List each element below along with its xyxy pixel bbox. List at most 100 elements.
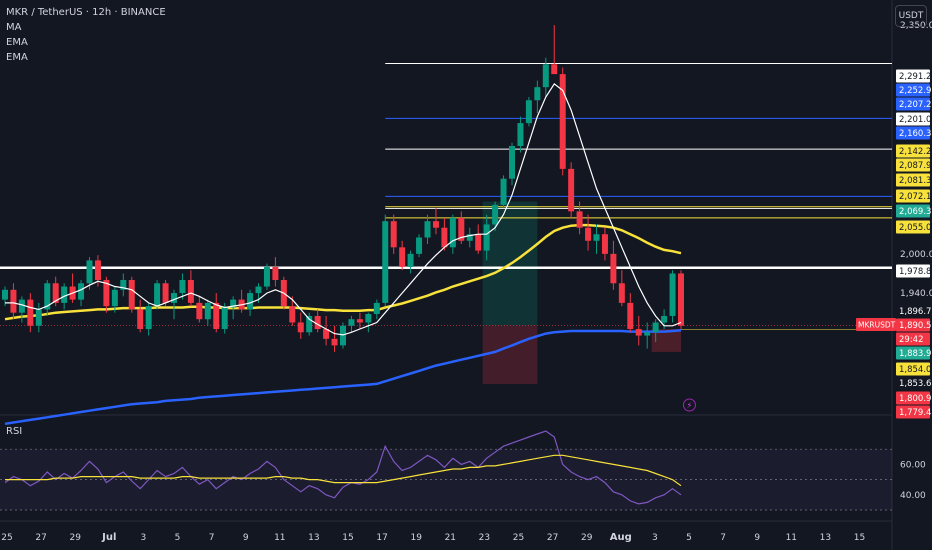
price-tag[interactable] xyxy=(896,97,930,111)
price-tag[interactable] xyxy=(896,405,930,419)
price-tag[interactable] xyxy=(896,346,930,360)
candle-body[interactable] xyxy=(593,234,600,241)
candle-body[interactable] xyxy=(61,286,68,303)
candle-body[interactable] xyxy=(678,273,684,326)
candle-body[interactable] xyxy=(306,315,313,333)
rsi-line[interactable] xyxy=(4,430,682,505)
ma-white-line[interactable] xyxy=(5,83,682,336)
candle-body[interactable] xyxy=(187,280,194,303)
ema-blue-line[interactable] xyxy=(4,329,682,426)
candle-body[interactable] xyxy=(576,211,583,228)
candle-body[interactable] xyxy=(458,217,465,241)
price-pane[interactable]: ⚡ xyxy=(0,0,893,550)
price-axis[interactable]: 2,350.02,000.01,940.060.0040.002,291.22,… xyxy=(856,21,932,501)
candle-body[interactable] xyxy=(35,309,42,326)
candle-body[interactable] xyxy=(382,221,389,303)
candle-body[interactable] xyxy=(492,204,499,225)
candle-body[interactable] xyxy=(466,234,473,241)
candle-body[interactable] xyxy=(340,325,346,346)
candle-body[interactable] xyxy=(390,221,397,248)
candle-body[interactable] xyxy=(365,313,372,323)
price-tag[interactable] xyxy=(896,220,930,234)
candle-body[interactable] xyxy=(517,123,524,146)
candle-body[interactable] xyxy=(128,280,135,310)
rsi-pane[interactable] xyxy=(0,430,892,511)
candle-body[interactable] xyxy=(263,266,270,287)
candle-body[interactable] xyxy=(644,332,651,336)
candle-body[interactable] xyxy=(424,221,431,238)
symbol-tag[interactable] xyxy=(856,318,896,331)
candle-body[interactable] xyxy=(44,283,51,310)
candle-body[interactable] xyxy=(314,315,321,330)
candle-body[interactable] xyxy=(297,322,304,333)
candle-body[interactable] xyxy=(86,260,93,284)
candle-body[interactable] xyxy=(475,234,482,251)
candle-body[interactable] xyxy=(52,283,59,303)
price-tag[interactable] xyxy=(896,332,930,346)
candle-body[interactable] xyxy=(373,302,380,314)
price-tag[interactable] xyxy=(896,144,930,158)
ema-indicator-label-2[interactable]: EMA xyxy=(6,52,28,63)
candle-body[interactable] xyxy=(399,247,406,267)
candle-body[interactable] xyxy=(255,286,262,294)
price-tag[interactable] xyxy=(896,304,930,318)
candle-body[interactable] xyxy=(171,293,177,303)
candle-body[interactable] xyxy=(289,306,296,323)
candle-body[interactable] xyxy=(652,322,659,333)
candle-body[interactable] xyxy=(449,217,456,248)
candle-body[interactable] xyxy=(10,289,17,313)
price-tag[interactable] xyxy=(896,391,930,405)
candle-body[interactable] xyxy=(18,299,25,313)
candle-body[interactable] xyxy=(272,266,279,280)
candle-body[interactable] xyxy=(145,306,152,330)
candle-body[interactable] xyxy=(542,64,549,88)
candle-body[interactable] xyxy=(416,237,423,254)
price-tag[interactable] xyxy=(896,83,930,97)
candle-body[interactable] xyxy=(568,168,575,212)
candle-body[interactable] xyxy=(483,224,490,251)
candle-body[interactable] xyxy=(661,315,668,323)
price-tag[interactable] xyxy=(896,204,930,218)
symbol-title[interactable]: MKR / TetherUS · 12h · BINANCE xyxy=(6,7,166,18)
candle-body[interactable] xyxy=(162,283,169,303)
candle-body[interactable] xyxy=(669,273,676,316)
candle-body[interactable] xyxy=(103,280,110,307)
candle-body[interactable] xyxy=(27,299,34,326)
price-tag[interactable] xyxy=(896,173,930,187)
candle-body[interactable] xyxy=(407,253,414,267)
candle-body[interactable] xyxy=(204,302,211,320)
price-tag[interactable] xyxy=(896,126,930,140)
price-tag[interactable] xyxy=(896,158,930,172)
candle-body[interactable] xyxy=(230,299,237,308)
candle-body[interactable] xyxy=(154,283,161,307)
ema-indicator-label[interactable]: EMA xyxy=(6,37,28,48)
price-tag[interactable] xyxy=(896,264,930,278)
candle-body[interactable] xyxy=(441,227,448,248)
time-axis[interactable]: 25 27 29 Jul 3 5 7 9 11 13 15 17 19 21 23 25 27 29 Aug 3 5 7 9… xyxy=(1,532,865,543)
candle-body[interactable] xyxy=(94,260,101,280)
price-tag[interactable] xyxy=(896,318,930,332)
price-tag[interactable] xyxy=(896,362,930,376)
candle-body[interactable] xyxy=(610,253,617,284)
candle-body[interactable] xyxy=(618,283,625,303)
candle-body[interactable] xyxy=(432,221,439,228)
candle-body[interactable] xyxy=(2,289,8,300)
candle-body[interactable] xyxy=(111,289,118,307)
candle-body[interactable] xyxy=(601,234,608,254)
rsi-indicator-label[interactable]: RSI xyxy=(6,426,23,437)
ema-yellow-line[interactable] xyxy=(4,223,682,321)
candle-body[interactable] xyxy=(221,307,228,330)
candle-body[interactable] xyxy=(500,178,507,205)
price-tag[interactable] xyxy=(896,112,930,126)
candle-body[interactable] xyxy=(525,100,532,124)
candle-body[interactable] xyxy=(509,146,515,179)
candle-body[interactable] xyxy=(213,302,220,330)
rsi-ma-line[interactable] xyxy=(5,454,682,487)
candle-body[interactable] xyxy=(196,302,203,320)
candle-body[interactable] xyxy=(635,329,642,336)
candle-body[interactable] xyxy=(179,280,186,294)
candle-body[interactable] xyxy=(137,309,144,330)
currency-button[interactable]: USDT xyxy=(895,5,927,27)
candle-body[interactable] xyxy=(534,87,541,101)
